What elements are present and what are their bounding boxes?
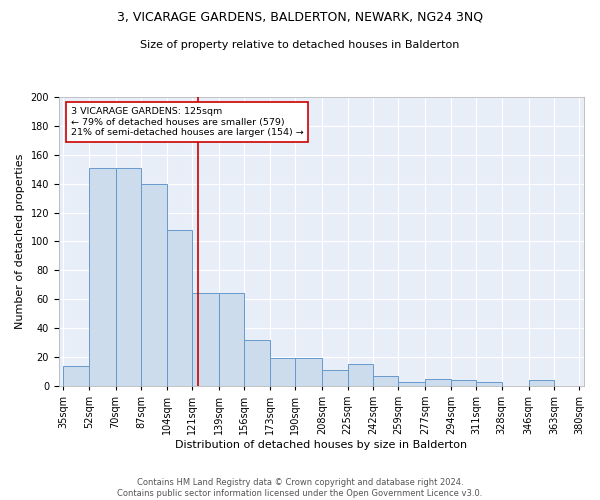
Bar — [425, 378, 451, 386]
Bar — [63, 366, 89, 386]
Bar — [398, 382, 425, 386]
Bar — [270, 358, 295, 386]
Bar — [476, 382, 502, 386]
Text: Contains HM Land Registry data © Crown copyright and database right 2024.
Contai: Contains HM Land Registry data © Crown c… — [118, 478, 482, 498]
Bar — [244, 340, 270, 386]
Bar — [116, 168, 141, 386]
Y-axis label: Number of detached properties: Number of detached properties — [15, 154, 25, 329]
Bar — [451, 380, 476, 386]
Bar — [322, 370, 347, 386]
X-axis label: Distribution of detached houses by size in Balderton: Distribution of detached houses by size … — [175, 440, 467, 450]
Bar — [141, 184, 167, 386]
Bar — [295, 358, 322, 386]
Text: 3 VICARAGE GARDENS: 125sqm
← 79% of detached houses are smaller (579)
21% of sem: 3 VICARAGE GARDENS: 125sqm ← 79% of deta… — [71, 107, 304, 137]
Bar — [219, 294, 244, 386]
Bar — [347, 364, 373, 386]
Bar — [529, 380, 554, 386]
Text: 3, VICARAGE GARDENS, BALDERTON, NEWARK, NG24 3NQ: 3, VICARAGE GARDENS, BALDERTON, NEWARK, … — [117, 10, 483, 23]
Bar — [192, 294, 219, 386]
Bar — [373, 376, 398, 386]
Text: Size of property relative to detached houses in Balderton: Size of property relative to detached ho… — [140, 40, 460, 50]
Bar — [167, 230, 192, 386]
Bar — [89, 168, 116, 386]
